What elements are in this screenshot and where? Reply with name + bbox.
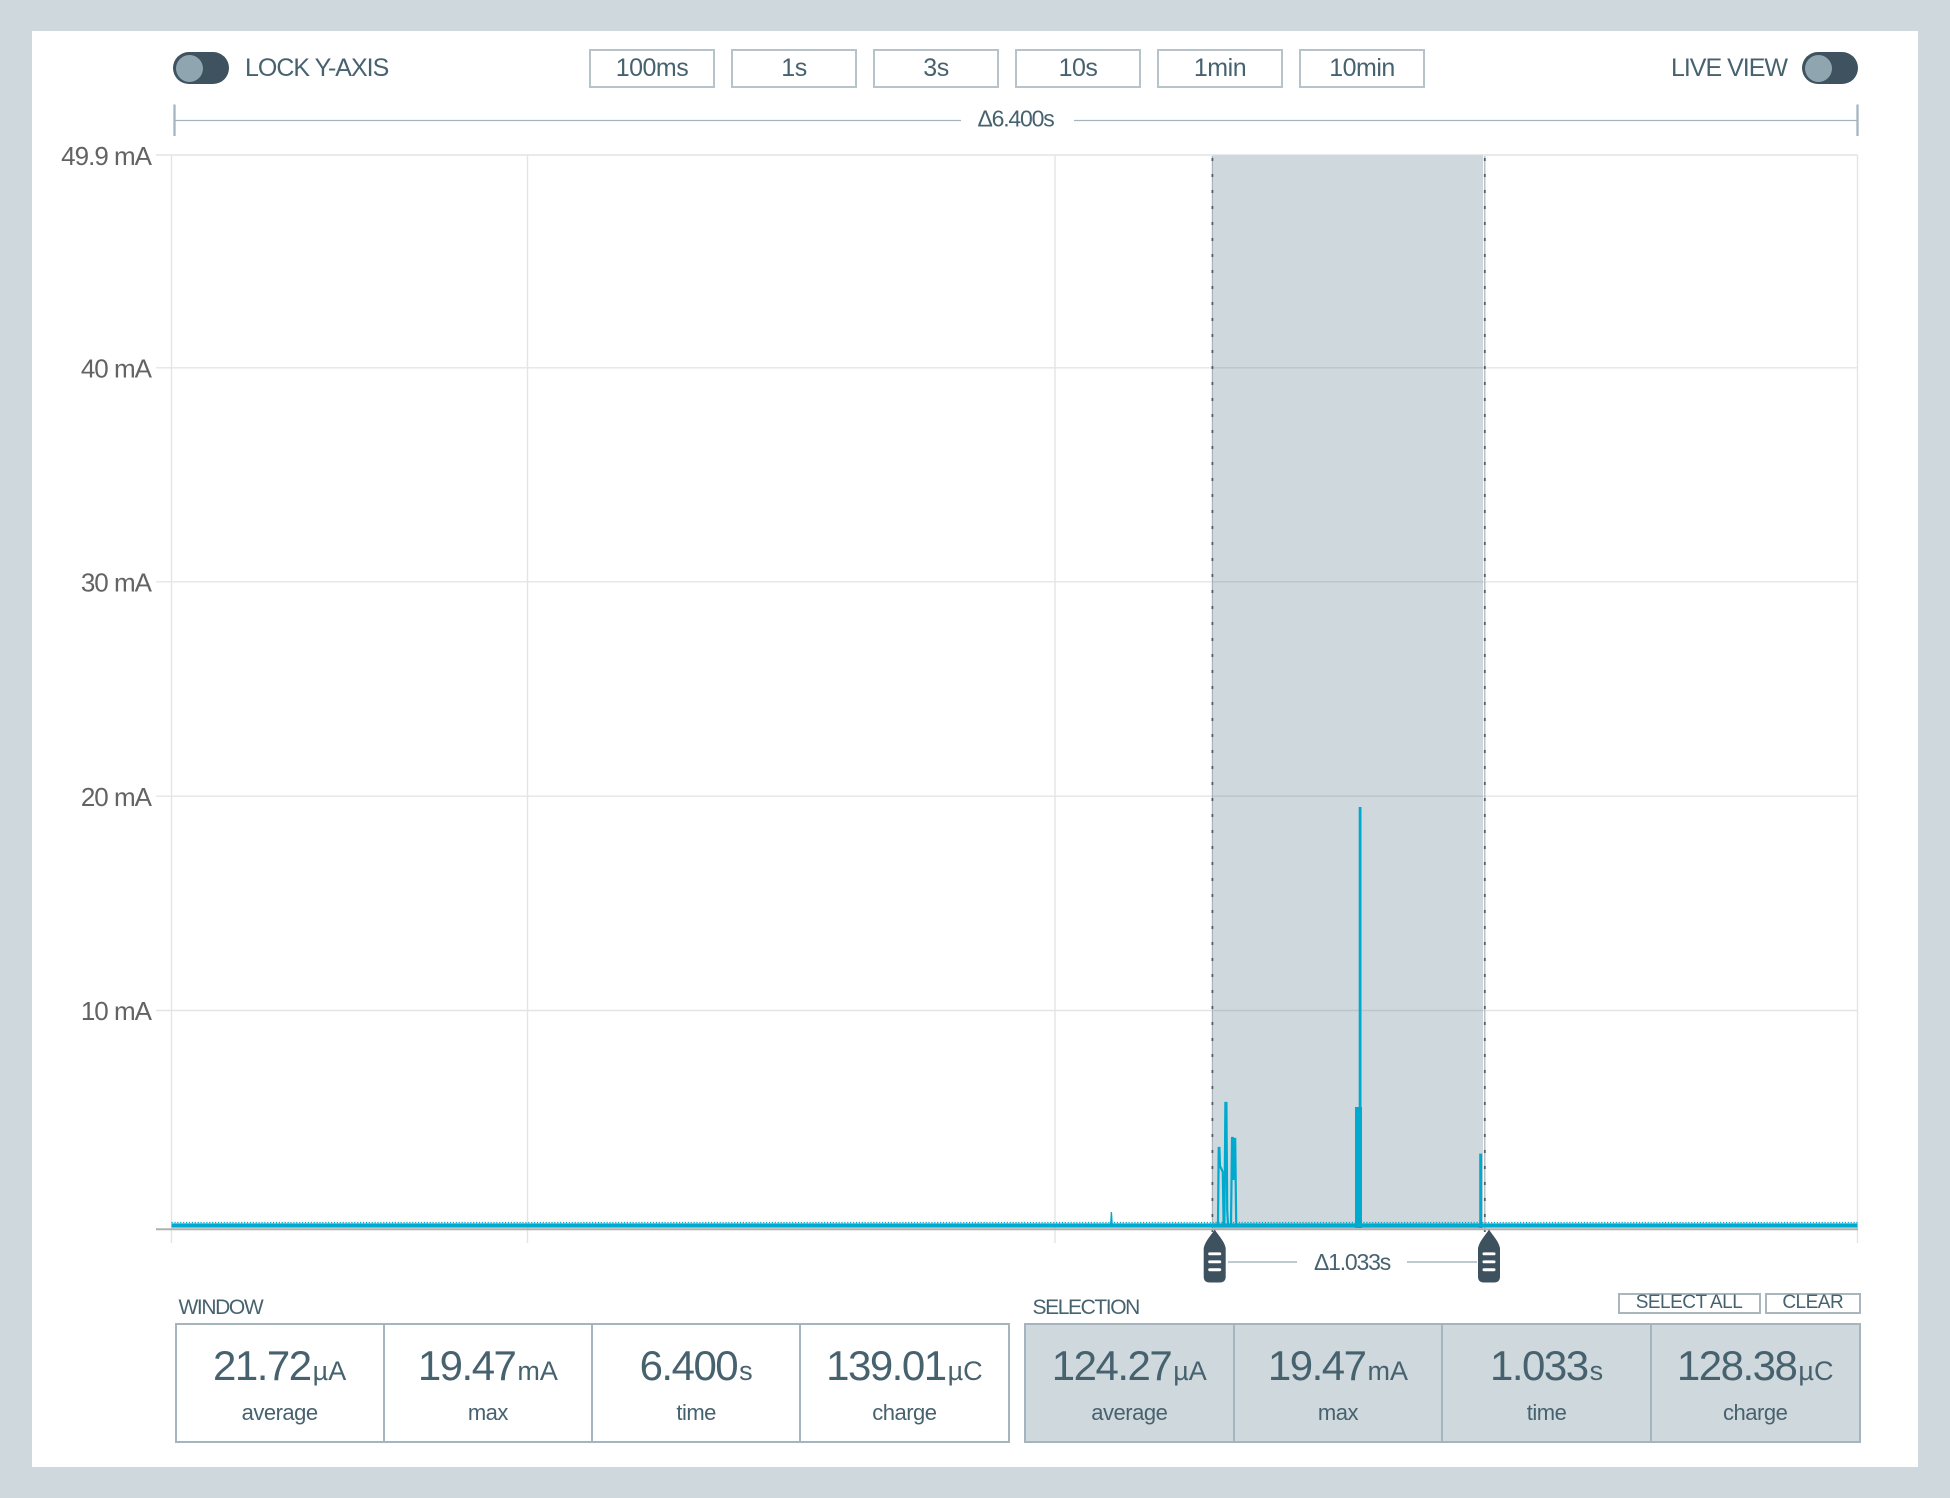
svg-text:30 mA: 30 mA [81,568,153,598]
svg-text:49.9 mA: 49.9 mA [61,141,152,171]
svg-text:40 mA: 40 mA [81,354,153,384]
svg-text:10 mA: 10 mA [81,996,153,1026]
svg-text:Δ6.400s: Δ6.400s [977,106,1054,132]
svg-text:Δ1.033s: Δ1.033s [1314,1249,1391,1275]
svg-text:20 mA: 20 mA [81,782,153,812]
